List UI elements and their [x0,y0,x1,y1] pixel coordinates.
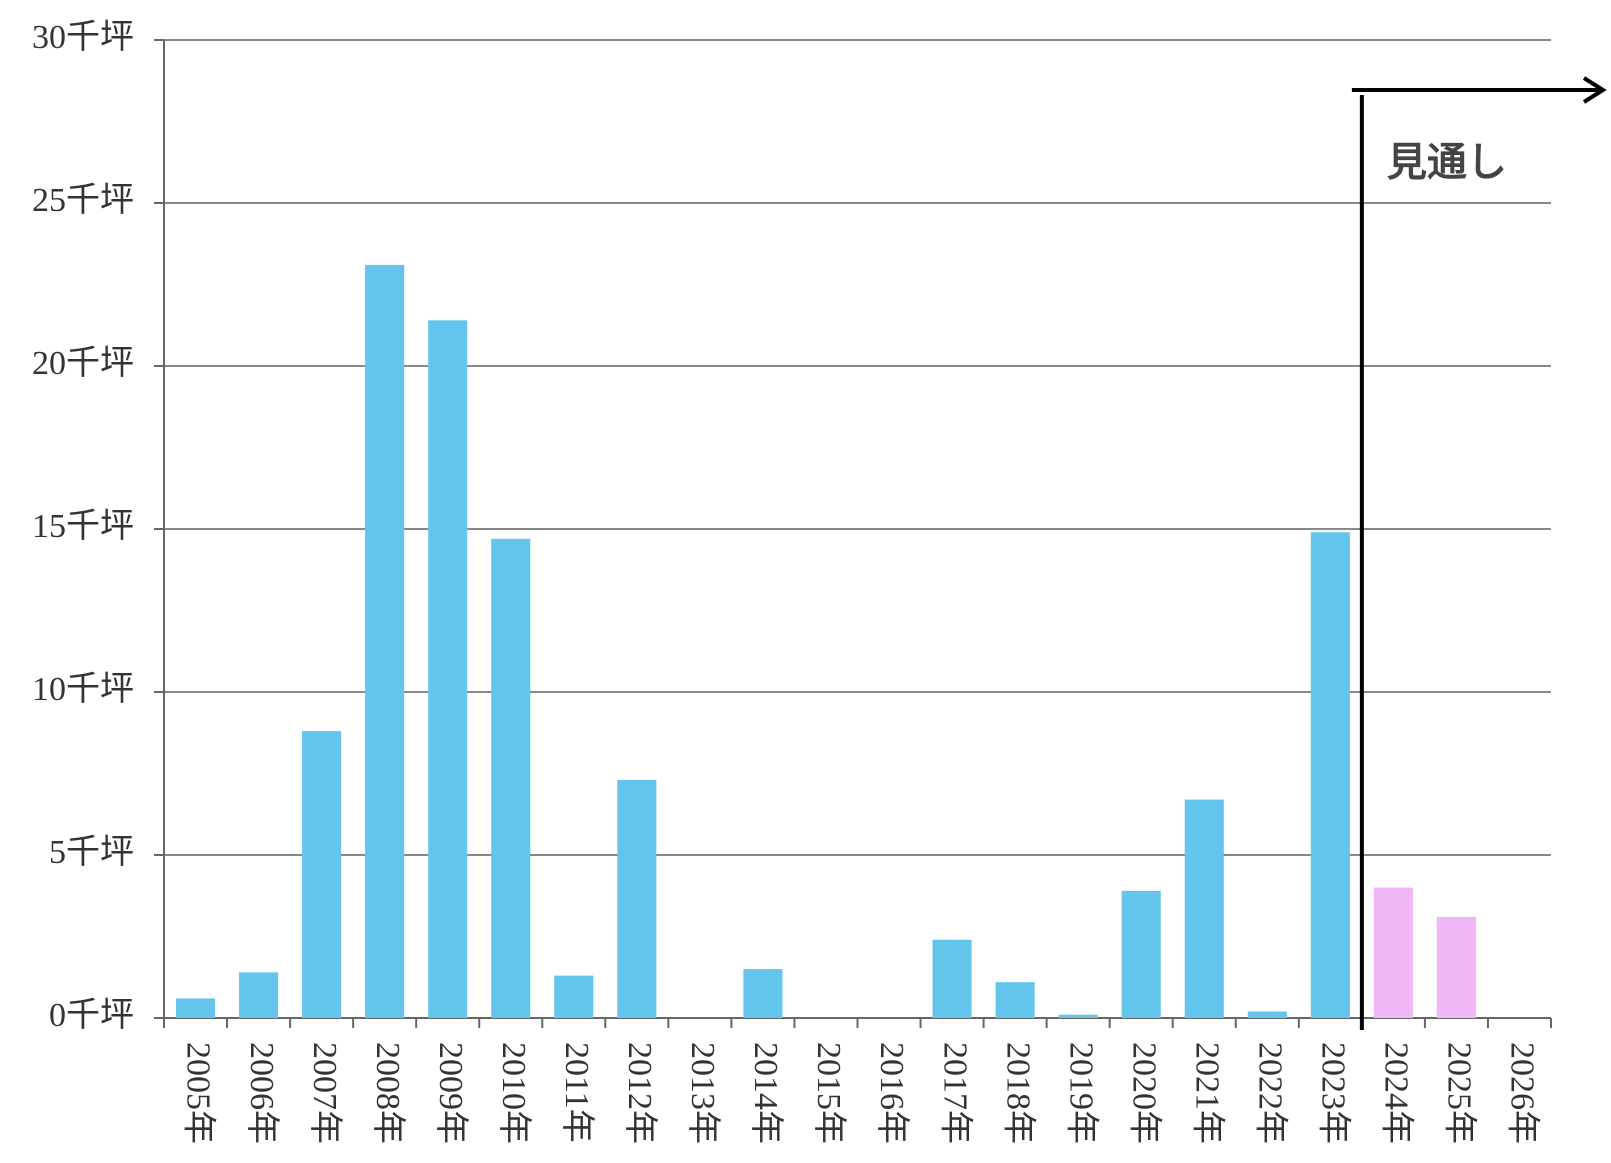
bar [1436,916,1476,1018]
bar [175,998,216,1018]
x-tick-label: 2021年 [1188,1042,1226,1144]
x-tick-label: 2011年 [558,1042,596,1143]
x-tick-label: 2022年 [1251,1042,1289,1144]
y-tick-label: 15千坪 [32,508,134,545]
x-tick-label: 2007年 [306,1042,344,1144]
bar [239,972,279,1018]
y-tick-label: 25千坪 [32,182,134,219]
y-tick-label: 30千坪 [32,19,134,56]
x-tick-label: 2024年 [1378,1042,1416,1144]
y-tick-label: 10千坪 [32,671,134,708]
bar [554,975,594,1018]
x-tick-label: 2025年 [1441,1042,1479,1144]
x-tick-label: 2015年 [810,1042,848,1144]
bar [491,538,531,1018]
x-tick-label: 2017年 [936,1042,974,1144]
y-tick-label: 0千坪 [49,997,134,1034]
bar [1310,532,1350,1018]
bar [932,939,972,1018]
x-tick-label: 2005年 [180,1042,218,1144]
annotation: 見通し [1387,141,1507,185]
bar [302,731,342,1018]
bar [617,780,657,1018]
bar [365,264,405,1018]
x-tick-label: 2013年 [684,1042,722,1144]
bar [743,969,783,1018]
y-tick-label: 5千坪 [49,834,134,871]
x-tick-label: 2010年 [495,1042,533,1144]
x-tick-label: 2019年 [1062,1042,1100,1144]
x-tick-label: 2009年 [432,1042,470,1144]
bar [1058,1014,1098,1018]
bar [428,320,468,1018]
bar [995,982,1035,1018]
x-tick-label: 2018年 [999,1042,1037,1144]
x-tick-label: 2008年 [369,1042,407,1144]
x-tick-label: 2006年 [243,1042,281,1144]
bar [1373,887,1413,1018]
x-tick-label: 2012年 [621,1042,659,1144]
bar [1184,799,1224,1018]
x-tick-label: 2016年 [873,1042,911,1144]
x-tick-label: 2026年 [1504,1042,1542,1144]
arrow-head [1582,76,1607,104]
x-tick-label: 2014年 [747,1042,785,1144]
x-tick-label: 2023年 [1315,1042,1353,1144]
y-tick-label: 20千坪 [32,345,134,382]
bar [1247,1011,1287,1018]
x-tick-label: 2020年 [1125,1042,1163,1144]
bar [1121,890,1161,1018]
